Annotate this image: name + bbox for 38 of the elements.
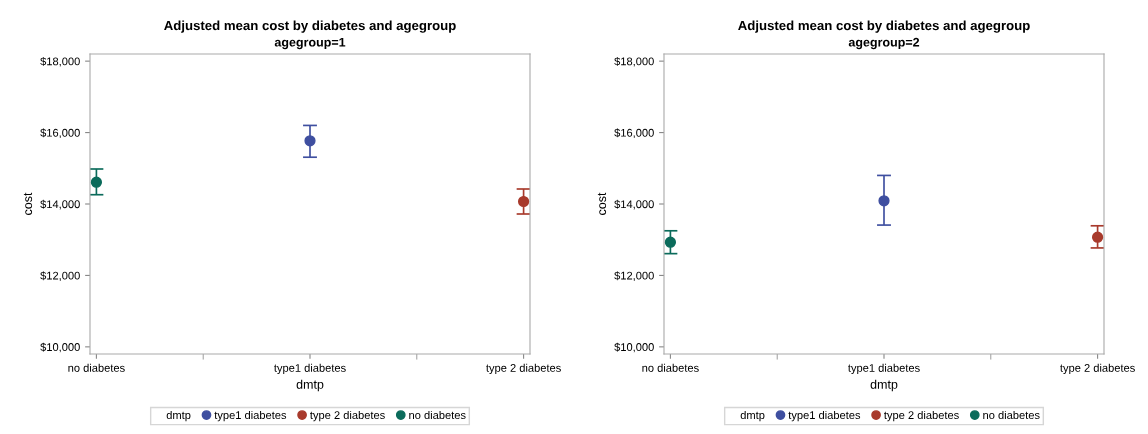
legend-title: dmtp <box>740 410 765 422</box>
x-tick-label: no diabetes <box>68 363 125 372</box>
point <box>664 236 677 248</box>
y-tick-label: $14,000 <box>40 199 80 210</box>
x-axis-title: dmtp <box>870 379 898 392</box>
point <box>878 195 890 207</box>
point <box>517 195 530 208</box>
x-axis-title: dmtp <box>296 379 324 392</box>
x-tick-label: type1 diabetes <box>848 363 920 375</box>
y-tick-label: $12,000 <box>40 271 80 281</box>
y-tick-label: $10,000 <box>40 342 80 353</box>
legend-title: dmtp <box>166 410 191 422</box>
y-tick-label: $18,000 <box>40 56 80 67</box>
chart-subtitle: agegroup=2 <box>848 37 920 50</box>
point <box>90 176 103 188</box>
y-axis-title: cost <box>23 192 33 215</box>
y-axis-title: cost <box>597 192 607 215</box>
x-tick-label: type 2 diabetes <box>486 363 561 375</box>
point <box>304 135 316 147</box>
y-tick-label: $16,000 <box>40 128 80 139</box>
x-tick-label: type 2 diabetes <box>1060 363 1135 375</box>
x-tick-label: type1 diabetes <box>274 363 346 375</box>
y-tick-label: $18,000 <box>614 56 654 67</box>
legend-label: type1 diabetes <box>788 410 861 422</box>
y-tick-label: $12,000 <box>614 271 654 281</box>
y-tick-label: $16,000 <box>614 128 654 139</box>
point <box>1091 231 1104 243</box>
legend-label: no diabetes <box>983 410 1040 420</box>
chart-title: Adjusted mean cost by diabetes and agegroup <box>164 20 456 33</box>
legend-label: type1 diabetes <box>214 410 287 422</box>
chart-subtitle: agegroup=1 <box>274 37 346 50</box>
legend-label: type 2 diabetes <box>310 410 385 422</box>
y-tick-label: $14,000 <box>614 199 654 210</box>
legend-label: type 2 diabetes <box>884 410 959 422</box>
legend-label: no diabetes <box>409 410 466 420</box>
chart-title: Adjusted mean cost by diabetes and agegroup <box>738 20 1030 33</box>
x-tick-label: no diabetes <box>642 363 699 372</box>
y-tick-label: $10,000 <box>614 342 654 353</box>
